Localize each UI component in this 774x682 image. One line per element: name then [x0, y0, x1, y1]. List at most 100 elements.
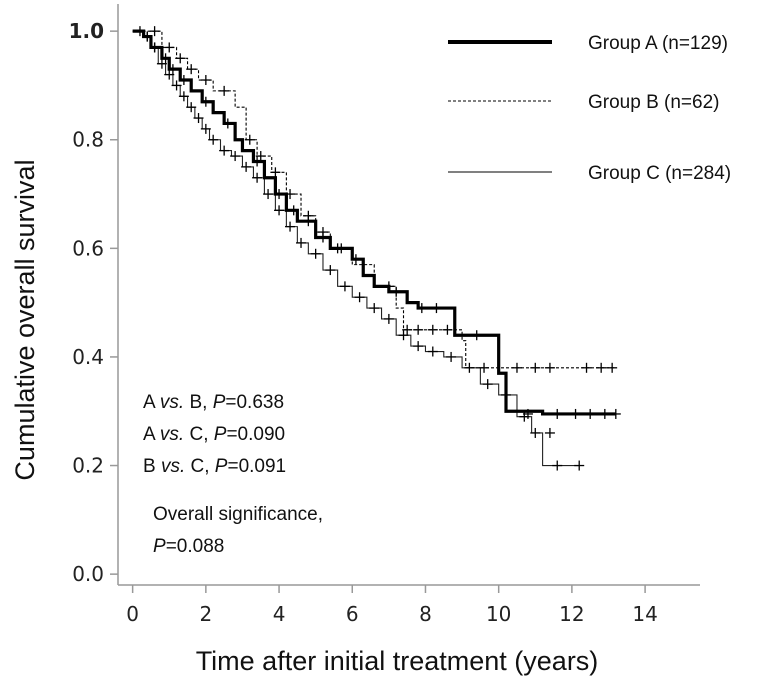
censor-mark-group-c — [530, 427, 541, 438]
censor-mark-group-a — [200, 96, 211, 107]
censor-mark-group-b — [175, 53, 186, 64]
y-tick-label: 0.8 — [72, 128, 104, 152]
censor-mark-group-a — [471, 330, 482, 341]
p-value-annotations: A vs. B, P=0.638 A vs. C, P=0.090 B vs. … — [143, 392, 323, 557]
annotation-a-vs-b: A vs. B, P=0.638 — [143, 392, 284, 413]
annotation-overall-p: P=0.088 — [153, 536, 224, 557]
censor-mark-group-b — [544, 362, 555, 373]
censor-mark-group-b — [186, 64, 197, 75]
censor-mark-group-c — [398, 330, 409, 341]
censor-mark-group-a — [222, 118, 233, 129]
censor-mark-group-b — [219, 85, 230, 96]
censor-mark-group-a — [134, 26, 145, 37]
censor-mark-group-a — [416, 303, 427, 314]
censor-mark-group-a — [252, 156, 263, 167]
y-tick-label: 0.6 — [72, 236, 104, 260]
y-tick-label: 1.0 — [69, 19, 104, 43]
annotation-b-vs-c: B vs. C, P=0.091 — [143, 456, 286, 477]
axes — [117, 4, 700, 586]
x-tick-label: 2 — [199, 602, 212, 626]
censor-mark-group-c — [208, 134, 219, 145]
x-tick-label: 0 — [126, 602, 139, 626]
x-tick-label: 14 — [632, 602, 657, 626]
censor-mark-group-c — [263, 189, 274, 200]
censor-mark-group-c — [241, 161, 252, 172]
censor-mark-group-b — [442, 324, 453, 335]
censor-mark-group-a — [431, 303, 442, 314]
censor-mark-group-c — [354, 292, 365, 303]
censor-mark-group-a — [317, 232, 328, 243]
censor-mark-group-b — [164, 42, 175, 53]
censor-mark-group-c — [544, 427, 555, 438]
legend: Group A (n=129) Group B (n=62) Group C (… — [448, 33, 731, 184]
x-tick-label: 6 — [346, 602, 359, 626]
survival-curve-group-a — [132, 29, 616, 416]
censor-mark-group-b — [149, 26, 160, 37]
series-group-b — [132, 26, 618, 373]
censor-mark-group-a — [167, 64, 178, 75]
censor-mark-group-a — [610, 408, 621, 419]
censor-mark-group-a — [149, 42, 160, 53]
censor-mark-group-c — [383, 313, 394, 324]
censor-mark-group-a — [142, 31, 153, 42]
censor-mark-group-b — [413, 324, 424, 335]
legend-label-group-a: Group A (n=129) — [588, 33, 728, 54]
censor-mark-group-c — [339, 281, 350, 292]
series-group-a — [132, 26, 621, 419]
censor-mark-group-c — [230, 151, 241, 162]
censor-mark-group-c — [285, 221, 296, 232]
censor-mark-group-a — [288, 205, 299, 216]
annotation-a-vs-c: A vs. C, P=0.090 — [143, 424, 285, 445]
censor-mark-group-c — [171, 80, 182, 91]
censor-mark-group-c — [427, 346, 438, 357]
censor-mark-group-b — [427, 324, 438, 335]
survival-curve-group-b — [132, 30, 616, 369]
censor-mark-group-c — [446, 351, 457, 362]
censor-mark-group-a — [160, 53, 171, 64]
censor-mark-group-a — [336, 243, 347, 254]
censor-mark-group-b — [581, 362, 592, 373]
censor-mark-group-c — [178, 91, 189, 102]
y-tick-label: 0.0 — [72, 562, 104, 586]
censor-mark-group-c — [296, 237, 307, 248]
censor-mark-group-b — [255, 151, 266, 162]
censor-mark-group-b — [270, 167, 281, 178]
censor-mark-group-a — [274, 189, 285, 200]
x-tick-label: 8 — [419, 602, 432, 626]
censor-mark-group-c — [310, 248, 321, 259]
y-tick-label: 0.2 — [72, 454, 104, 478]
censor-mark-group-c — [552, 460, 563, 471]
legend-label-group-c: Group C (n=284) — [588, 163, 731, 184]
censor-mark-group-a — [552, 408, 563, 419]
x-tick-label: 10 — [486, 602, 511, 626]
censor-mark-group-a — [585, 408, 596, 419]
censor-mark-group-c — [186, 102, 197, 113]
censor-mark-group-a — [570, 408, 581, 419]
censor-mark-group-b — [511, 362, 522, 373]
censor-mark-group-c — [413, 341, 424, 352]
censor-mark-group-a — [391, 286, 402, 297]
annotation-overall-label: Overall significance, — [153, 504, 323, 525]
censor-mark-group-b — [607, 362, 618, 373]
censor-mark-group-c — [274, 205, 285, 216]
censor-mark-group-a — [178, 75, 189, 86]
censor-mark-group-c — [164, 69, 175, 80]
censor-mark-group-b — [596, 362, 607, 373]
series-layer — [132, 26, 621, 471]
censor-mark-group-b — [244, 134, 255, 145]
censor-mark-group-c — [156, 58, 167, 69]
series-group-c — [132, 30, 585, 471]
censor-mark-group-a — [599, 408, 610, 419]
y-axis-title: Cumulative overall survival — [10, 159, 40, 480]
censor-mark-group-b — [530, 362, 541, 373]
legend-label-group-b: Group B (n=62) — [588, 92, 720, 113]
censor-mark-group-a — [522, 408, 533, 419]
censor-mark-group-c — [252, 172, 263, 183]
x-axis-title: Time after initial treatment (years) — [196, 646, 599, 676]
censor-mark-group-c — [325, 265, 336, 276]
censor-mark-group-c — [200, 123, 211, 134]
censor-mark-group-c — [219, 145, 230, 156]
censor-mark-group-b — [479, 362, 490, 373]
x-tick-label: 12 — [559, 602, 584, 626]
